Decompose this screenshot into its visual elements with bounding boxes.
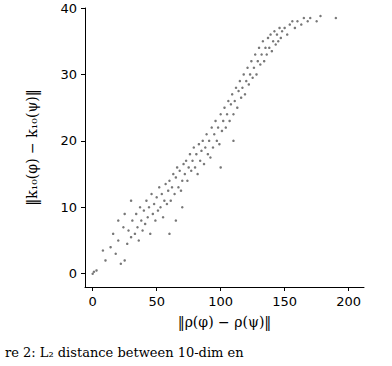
svg-text:re 2: L₂ distance between 10-d: re 2: L₂ distance between 10-dim en (5, 345, 244, 360)
svg-text:0: 0 (89, 294, 97, 309)
svg-text:200: 200 (336, 294, 361, 309)
svg-text:50: 50 (148, 294, 165, 309)
svg-text:150: 150 (272, 294, 297, 309)
svg-text:‖ρ(φ) − ρ(ψ)‖: ‖ρ(φ) − ρ(ψ)‖ (178, 314, 272, 331)
svg-text:20: 20 (60, 133, 77, 148)
svg-text:30: 30 (60, 67, 77, 82)
svg-text:100: 100 (208, 294, 233, 309)
svg-text:0: 0 (69, 266, 77, 281)
svg-text:‖k₁₀(φ) − k₁₀(ψ)‖: ‖k₁₀(φ) − k₁₀(ψ)‖ (24, 89, 41, 206)
svg-text:10: 10 (60, 200, 77, 215)
svg-text:40: 40 (60, 1, 77, 16)
